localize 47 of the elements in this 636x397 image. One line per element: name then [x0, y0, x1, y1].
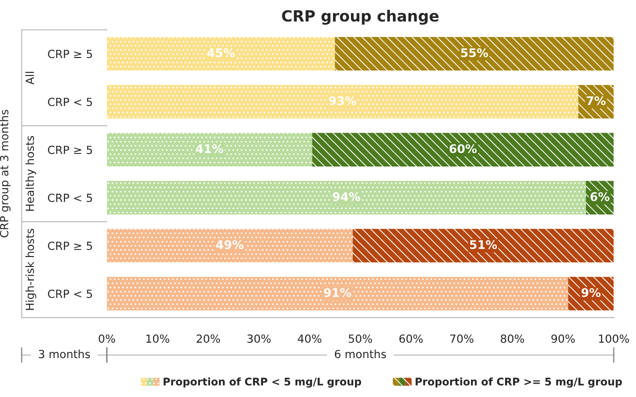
y-tick-label: CRP ≥ 5 [48, 146, 92, 154]
y-tick-label: CRP < 5 [48, 98, 92, 106]
text: Healthy hosts [25, 136, 36, 211]
y-axis-title: CRP group at 3 months [0, 110, 11, 238]
data-label: 93% [329, 96, 356, 106]
data-label: 51% [470, 240, 497, 250]
x-tick-label: 20% [196, 334, 220, 343]
x-tick-label: 70% [450, 334, 474, 343]
x-tick-label: 60% [399, 334, 423, 343]
bar [106, 84, 578, 119]
bar [334, 36, 614, 71]
bar [106, 180, 586, 214]
data-label: 49% [216, 240, 244, 250]
y-tick-label: CRP < 5 [48, 194, 92, 202]
x-tick-label: 40% [298, 334, 322, 343]
data-label: 6% [590, 192, 610, 202]
bar [106, 228, 353, 262]
x-tick-label: 30% [247, 334, 271, 343]
x-tick-label: 50% [348, 334, 372, 343]
legend-label: Proportion of CRP < 5 mg/L group [164, 377, 362, 388]
bar [106, 276, 568, 310]
text: All [25, 72, 34, 85]
data-label: 45% [207, 48, 235, 58]
bar [106, 36, 335, 71]
data-label: 41% [196, 144, 224, 154]
x-tick-label: 80% [500, 334, 524, 343]
bar [312, 132, 614, 166]
data-label: 94% [332, 192, 360, 202]
data-label: 55% [461, 48, 488, 58]
x-tick-label: 100% [599, 334, 630, 343]
x-tick-label: 90% [551, 334, 575, 343]
chart-title: CRP group change [282, 10, 439, 25]
data-label: 7% [586, 96, 606, 106]
text: 3 months [38, 350, 90, 358]
x-tick-label: 10% [146, 334, 170, 343]
data-label: 91% [324, 288, 352, 298]
legend-label: Proportion of CRP >= 5 mg/L group [416, 377, 622, 388]
data-label: 9% [582, 288, 601, 298]
text: 6 months [334, 350, 386, 358]
x-tick-label: 0% [98, 334, 116, 343]
y-tick-label: CRP < 5 [48, 290, 92, 298]
text: High-risk hosts [25, 228, 36, 310]
y-tick-label: CRP ≥ 5 [48, 242, 92, 250]
bar [352, 228, 614, 262]
bar [106, 132, 312, 166]
y-tick-label: CRP ≥ 5 [48, 50, 92, 58]
data-label: 60% [450, 144, 477, 154]
